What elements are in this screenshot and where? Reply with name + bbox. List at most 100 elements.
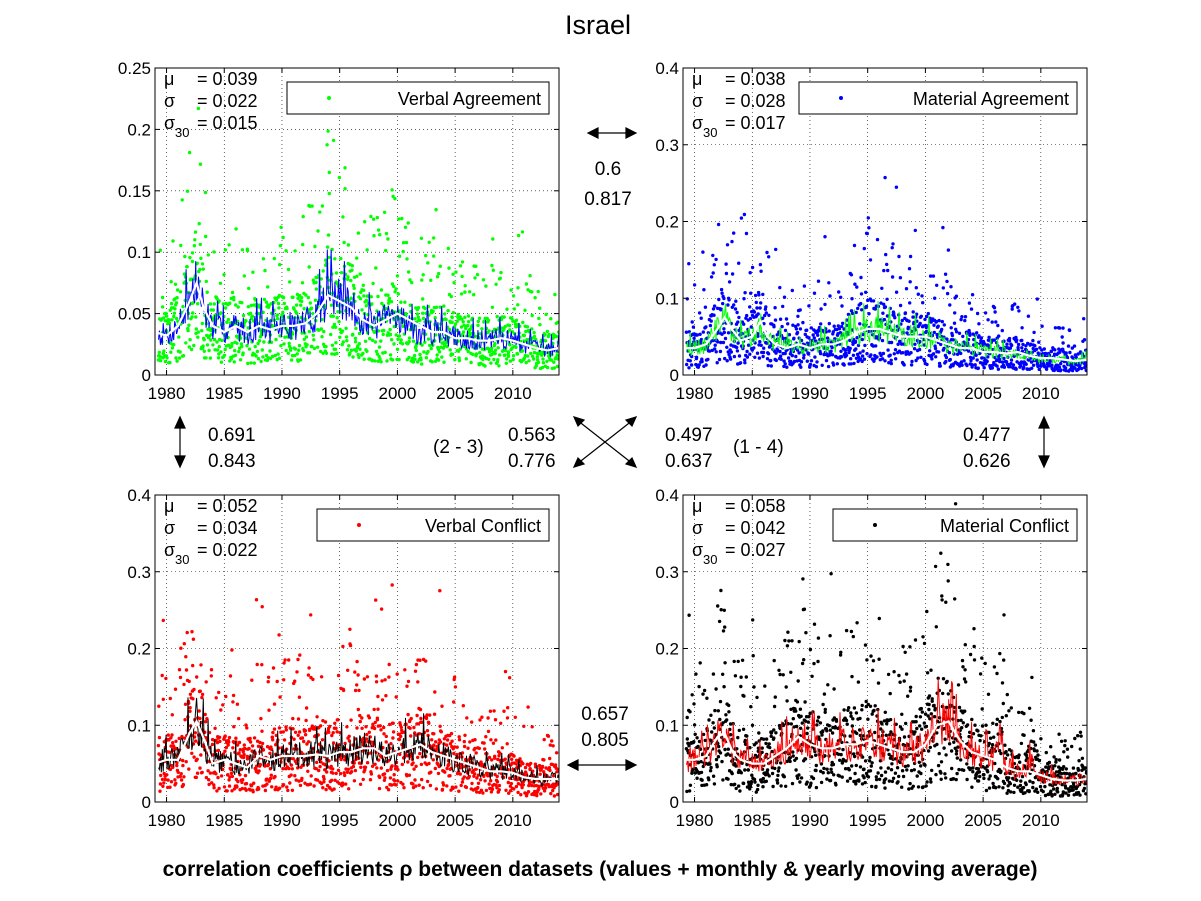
data-point — [905, 768, 909, 772]
data-point — [354, 349, 358, 353]
data-point — [187, 767, 191, 771]
data-point — [349, 296, 353, 300]
data-point — [334, 271, 339, 275]
data-point — [297, 695, 302, 699]
data-point — [752, 685, 756, 689]
data-point — [950, 766, 954, 771]
data-point — [492, 709, 496, 713]
data-point — [1031, 363, 1036, 367]
data-points — [684, 175, 1087, 373]
data-point — [539, 792, 543, 796]
data-point — [820, 363, 824, 367]
data-point — [194, 315, 198, 319]
data-point — [909, 351, 913, 355]
data-point — [1024, 344, 1028, 348]
data-point — [492, 357, 496, 362]
data-point — [851, 634, 855, 639]
data-point — [915, 774, 919, 778]
data-point — [278, 695, 282, 699]
data-point — [839, 349, 843, 353]
data-point — [711, 338, 715, 343]
data-point — [194, 739, 198, 743]
data-point — [911, 310, 915, 314]
data-point — [419, 716, 423, 721]
data-point — [417, 783, 421, 787]
data-point — [197, 709, 201, 713]
data-point — [987, 335, 991, 339]
data-point — [425, 713, 429, 717]
data-point — [240, 248, 245, 252]
data-point — [170, 318, 174, 322]
data-point — [790, 781, 795, 786]
data-point — [365, 675, 370, 679]
data-point — [812, 336, 816, 340]
data-point — [310, 344, 314, 349]
data-point — [217, 352, 221, 356]
data-point — [699, 316, 703, 320]
data-point — [382, 210, 387, 214]
data-point — [826, 364, 831, 369]
data-point — [959, 351, 963, 356]
data-point — [844, 628, 849, 633]
data-point — [688, 359, 692, 363]
data-point — [875, 237, 880, 242]
data-point — [818, 351, 823, 356]
data-point — [178, 350, 182, 354]
data-point — [370, 359, 374, 363]
data-point — [380, 301, 384, 306]
data-point — [535, 793, 539, 798]
data-point — [386, 788, 391, 792]
data-point — [329, 303, 334, 307]
data-point — [982, 366, 986, 370]
data-point — [300, 299, 304, 304]
data-point — [862, 776, 866, 780]
data-point — [879, 773, 884, 778]
data-point — [473, 334, 478, 338]
data-point — [225, 320, 229, 324]
data-point — [535, 358, 540, 362]
data-point — [289, 346, 293, 350]
data-point — [188, 709, 192, 713]
data-point — [554, 334, 559, 339]
data-point — [286, 788, 290, 793]
data-point — [945, 291, 950, 296]
data-point — [1049, 349, 1054, 354]
data-point — [173, 307, 177, 311]
data-point — [348, 643, 353, 648]
data-point — [1060, 335, 1064, 339]
data-point — [419, 236, 424, 240]
data-point — [935, 283, 939, 287]
data-point — [723, 747, 727, 752]
data-point — [803, 757, 808, 761]
data-point — [1011, 363, 1016, 367]
data-point — [768, 745, 772, 750]
data-point — [364, 304, 368, 308]
data-point — [520, 785, 524, 790]
data-point — [860, 308, 864, 312]
data-point — [928, 745, 932, 750]
data-point — [363, 765, 368, 769]
data-point — [300, 281, 305, 285]
data-point — [778, 672, 782, 677]
data-point — [789, 707, 793, 711]
data-point — [726, 752, 730, 756]
data-point — [706, 357, 710, 362]
data-point — [455, 752, 459, 757]
data-point — [749, 291, 753, 295]
data-point — [474, 352, 479, 356]
data-point — [267, 708, 271, 712]
data-point — [554, 751, 559, 755]
data-point — [709, 319, 713, 323]
data-point — [304, 706, 309, 710]
data-point — [789, 359, 793, 364]
data-point — [774, 351, 778, 355]
data-point — [1059, 361, 1063, 366]
data-point — [890, 246, 894, 250]
legend: Verbal Conflict — [316, 508, 550, 542]
data-point — [727, 710, 731, 714]
data-point — [208, 356, 213, 360]
data-point — [749, 705, 753, 709]
data-point — [1012, 354, 1016, 358]
data-point — [311, 333, 315, 337]
data-point — [363, 768, 367, 772]
